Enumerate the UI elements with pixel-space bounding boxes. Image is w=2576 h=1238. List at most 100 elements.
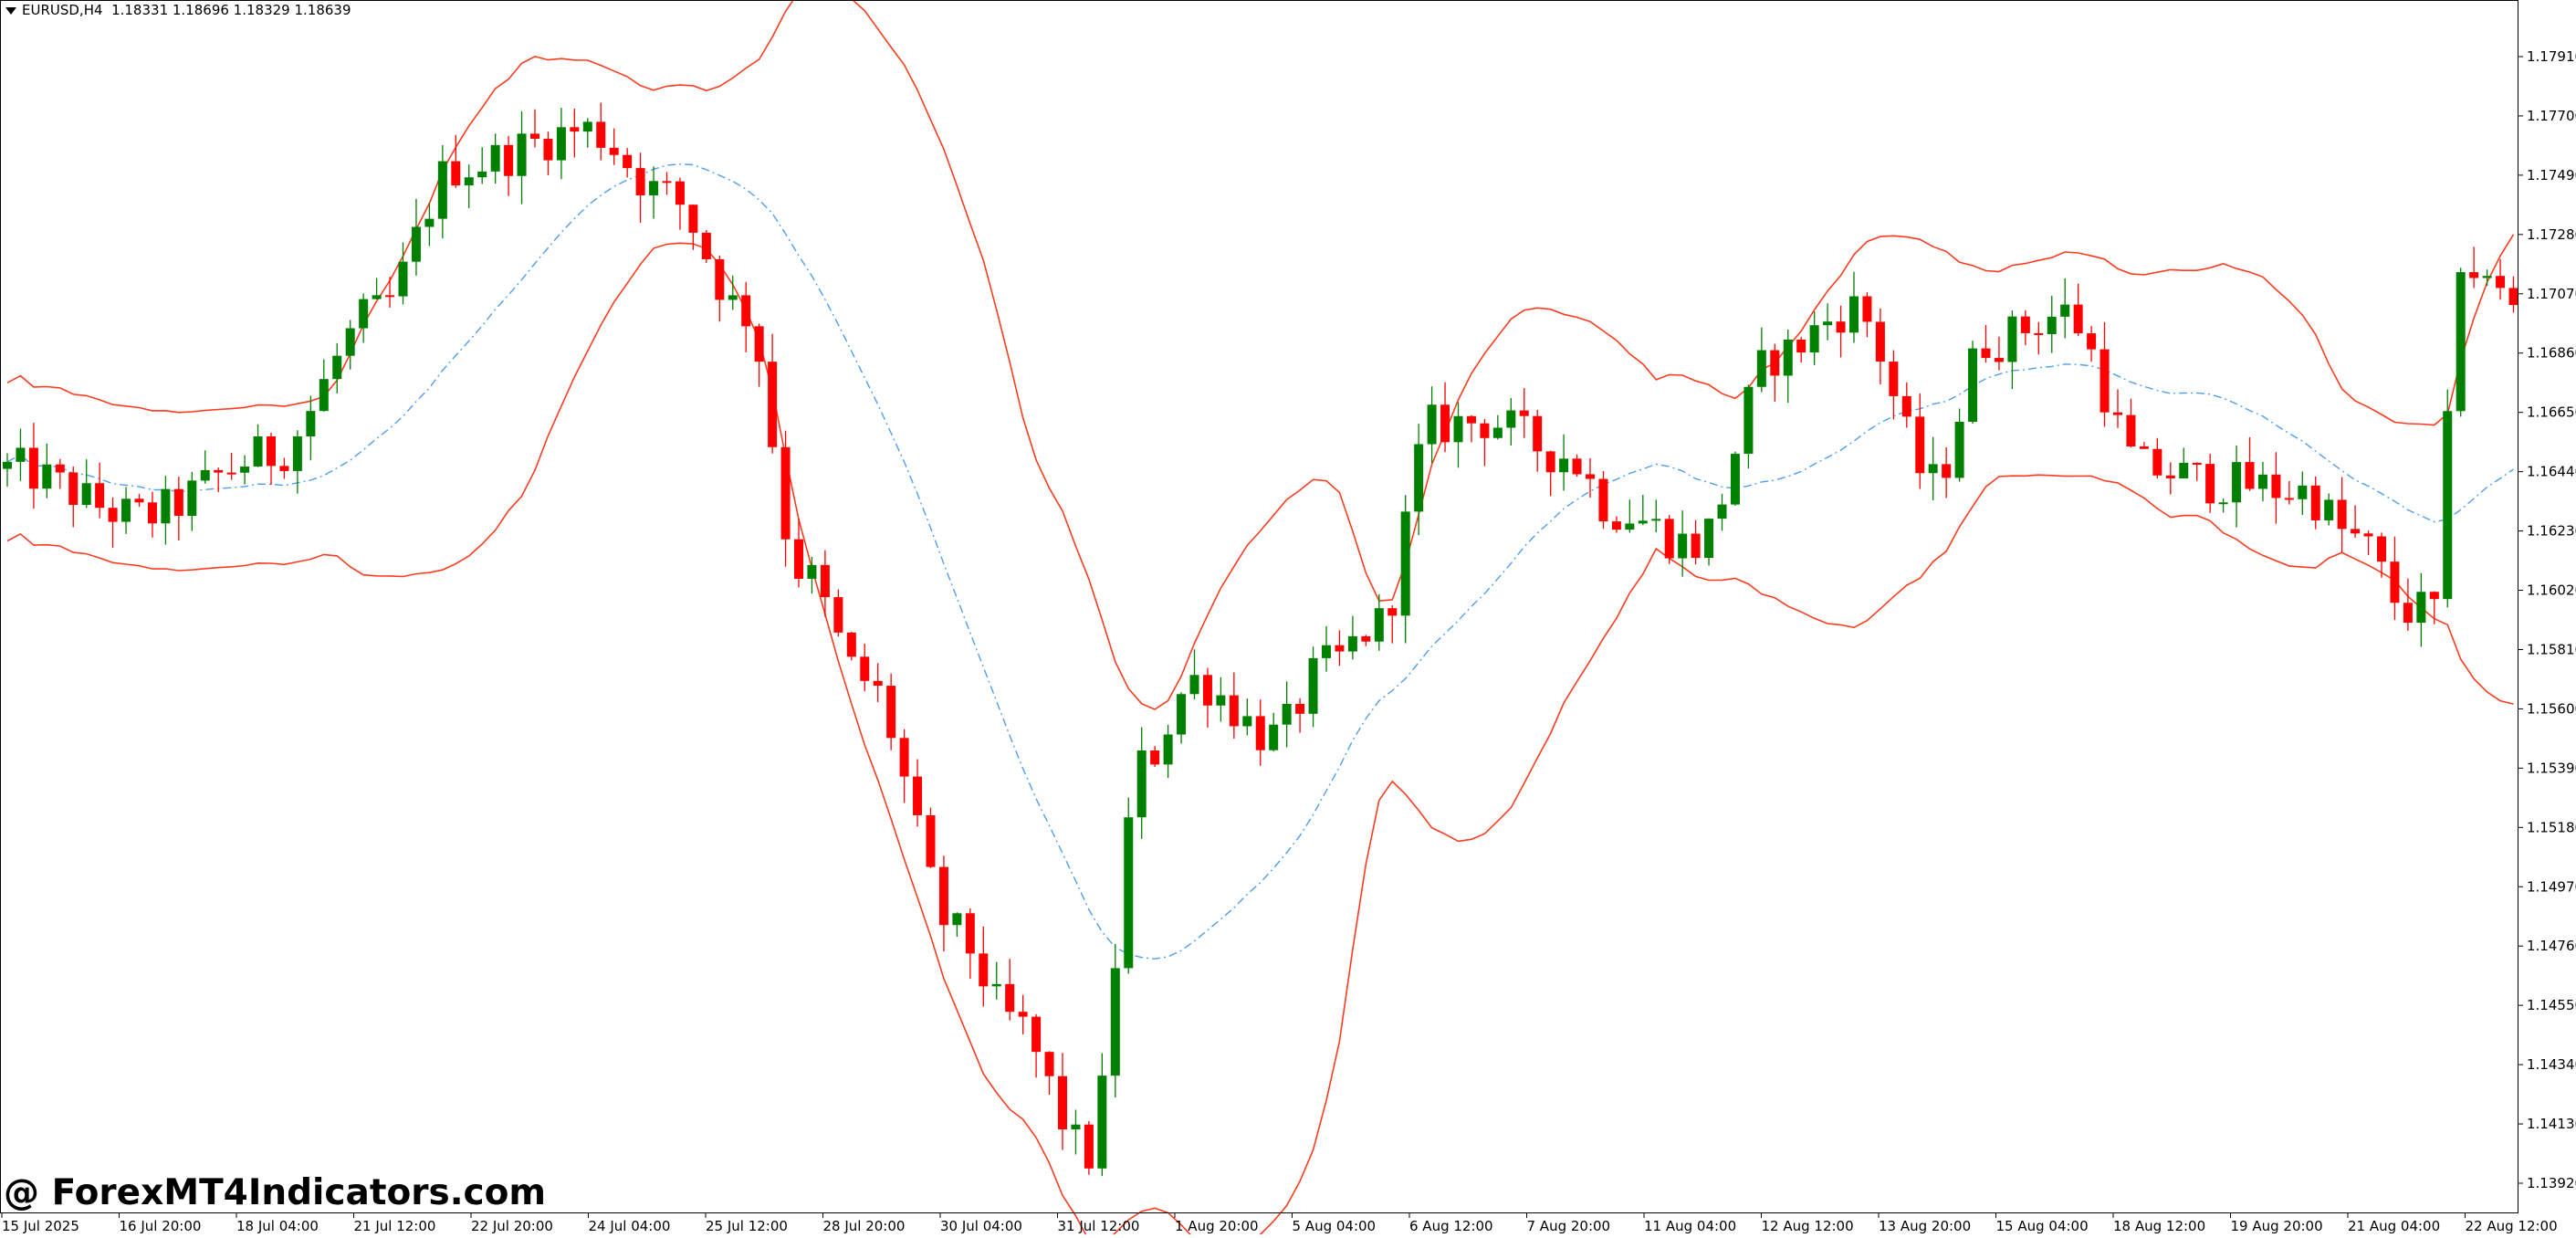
candle-body: [82, 483, 91, 505]
candle: [1322, 626, 1331, 672]
candle-body: [2416, 592, 2425, 623]
candle-body: [1678, 534, 1687, 559]
candle-body: [2285, 498, 2294, 499]
candle: [1955, 409, 1964, 482]
candle: [121, 487, 131, 533]
candle-body: [1598, 479, 1607, 522]
candle: [1177, 692, 1186, 743]
candle-body: [2390, 561, 2399, 603]
y-tick-label: 1.14550: [2527, 997, 2576, 1013]
candle-body: [1467, 416, 1476, 424]
candle-body: [2443, 411, 2452, 599]
candle-body: [1493, 427, 1503, 437]
candle-body: [2324, 499, 2333, 520]
candle: [267, 433, 276, 485]
candle-body: [1718, 505, 1727, 519]
y-tick-label: 1.16650: [2527, 404, 2576, 421]
candle: [2509, 277, 2518, 313]
candle: [570, 109, 579, 157]
candle: [2390, 537, 2399, 620]
x-tick-label: 24 Jul 04:00: [589, 1218, 671, 1234]
candle: [1691, 520, 1701, 565]
candle-body: [477, 172, 487, 177]
candle: [1559, 435, 1568, 491]
watermark-text: @ ForexMT4Indicators.com: [4, 1172, 546, 1213]
x-tick-label: 21 Jul 12:00: [354, 1218, 436, 1234]
candle: [610, 129, 619, 165]
candle-body: [1124, 817, 1133, 968]
candle: [2021, 310, 2030, 345]
candle-body: [1995, 358, 2004, 362]
candle: [2443, 390, 2452, 608]
symbol-timeframe: EURUSD,H4: [22, 2, 103, 18]
candle: [254, 425, 263, 467]
candle: [1704, 519, 1713, 566]
plot-frame: [1, 1, 2518, 1213]
candle: [900, 729, 909, 803]
candle-body: [1348, 636, 1357, 652]
candle: [1467, 415, 1476, 443]
candle: [332, 343, 341, 393]
candle-body: [2205, 464, 2215, 503]
candle: [1440, 383, 1450, 453]
candle: [649, 166, 658, 218]
candle: [1242, 698, 1251, 735]
candle: [1506, 398, 1515, 446]
candle: [2232, 446, 2241, 528]
candle: [1071, 1109, 1080, 1154]
candle-body: [649, 181, 658, 195]
candle: [1124, 797, 1133, 973]
candle-body: [3, 462, 12, 469]
candle: [319, 360, 329, 412]
candle: [2219, 498, 2228, 512]
candle: [359, 293, 368, 342]
candle: [1651, 499, 1660, 532]
x-tick-label: 21 Aug 04:00: [2348, 1218, 2440, 1234]
candle: [477, 147, 487, 184]
candle-body: [2258, 475, 2267, 489]
candle: [399, 242, 408, 304]
candle: [1387, 605, 1397, 644]
candle: [2193, 462, 2202, 480]
x-tick-label: 16 Jul 20:00: [120, 1218, 202, 1234]
y-tick-label: 1.15810: [2527, 641, 2576, 657]
candle: [174, 477, 183, 540]
candle-body: [1849, 297, 1859, 333]
candle-body: [1454, 416, 1463, 443]
candle: [1045, 1051, 1054, 1095]
candle-body: [2193, 463, 2202, 465]
candle-body: [16, 447, 25, 461]
x-tick-label: 25 Jul 12:00: [706, 1218, 788, 1234]
candle: [1269, 713, 1278, 751]
candle-body: [2232, 462, 2241, 502]
candle: [1190, 649, 1199, 699]
y-tick-label: 1.16440: [2527, 464, 2576, 480]
candle: [161, 476, 170, 544]
x-tick-label: 7 Aug 20:00: [1527, 1218, 1611, 1234]
indicator-bands: [7, 0, 2514, 1234]
candle-body: [1150, 750, 1159, 764]
candle: [1770, 344, 1779, 402]
candle: [1164, 725, 1173, 778]
candle-body: [1269, 725, 1278, 750]
candle-body: [715, 259, 724, 300]
candle: [2100, 322, 2110, 427]
candle: [1598, 471, 1607, 529]
candle-body: [1190, 675, 1199, 694]
candle: [82, 459, 91, 508]
x-tick-label: 18 Aug 12:00: [2113, 1218, 2205, 1234]
candle: [543, 131, 552, 175]
candle: [886, 674, 895, 750]
dropdown-triangle-icon[interactable]: [5, 7, 16, 15]
candle: [56, 459, 65, 489]
candle: [1493, 415, 1503, 440]
candle: [201, 450, 210, 484]
candle-body: [1414, 444, 1423, 511]
candle: [636, 152, 645, 223]
candle-body: [663, 181, 672, 183]
candle-body: [2113, 413, 2122, 415]
candle: [2152, 438, 2162, 478]
candle: [1837, 306, 1846, 358]
